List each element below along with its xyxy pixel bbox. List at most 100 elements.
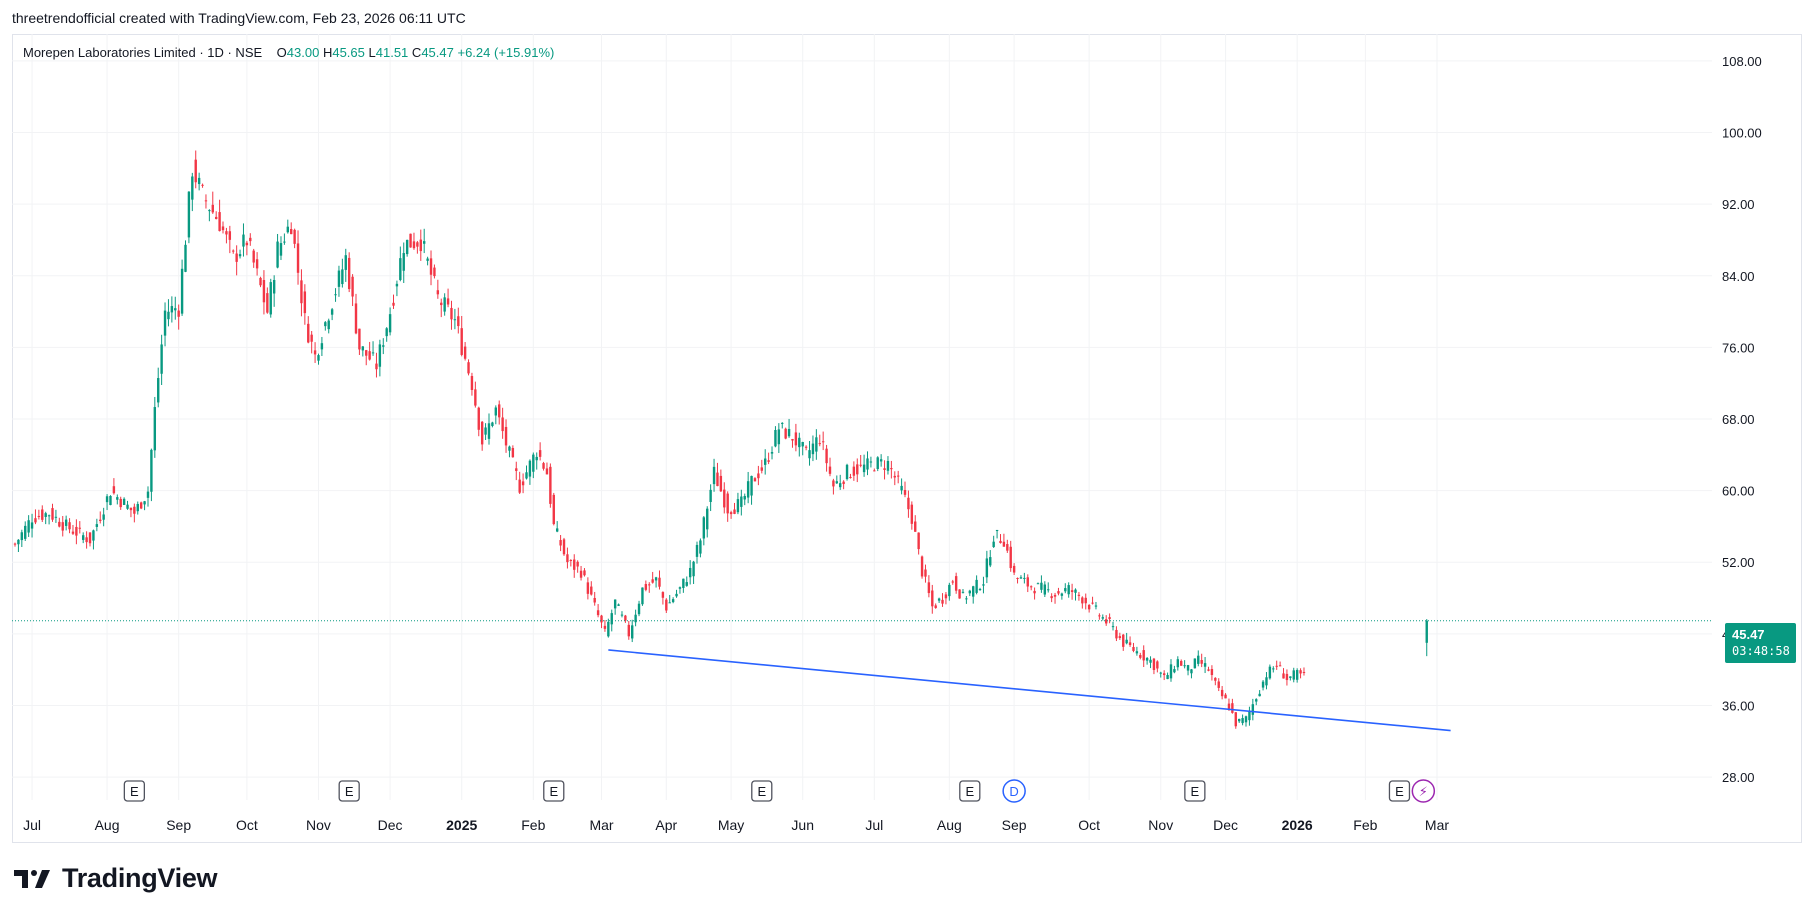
candle-body	[937, 598, 941, 601]
candle-body	[631, 625, 634, 639]
candle-body	[515, 468, 518, 471]
candle-body	[941, 599, 944, 604]
candle-body	[944, 594, 948, 599]
candle-body	[866, 458, 869, 470]
candle-body	[484, 427, 487, 435]
tradingview-logo[interactable]: TradingView	[14, 863, 218, 894]
price-tick-label: 28.00	[1722, 770, 1755, 785]
candle-body	[1186, 665, 1190, 671]
date-tick-label: Jul	[23, 817, 41, 833]
candle-body	[702, 517, 706, 539]
candle-body	[808, 450, 811, 459]
candle-body	[214, 216, 218, 219]
candle-body	[968, 590, 971, 594]
candle-body	[931, 590, 934, 607]
candle-body	[423, 241, 426, 244]
candle-body	[518, 479, 521, 493]
candle-body	[218, 212, 221, 232]
candle-body	[596, 610, 600, 616]
candle-body	[682, 578, 685, 588]
candle-body	[562, 539, 566, 555]
candle-body	[999, 540, 1002, 544]
date-tick-label: Sep	[1002, 817, 1027, 833]
candle-body	[934, 605, 937, 608]
candle-body	[358, 328, 361, 350]
candle-body	[692, 561, 695, 577]
candle-body	[1162, 673, 1166, 676]
date-tick-label: Jul	[865, 817, 883, 833]
candle-body	[351, 276, 354, 297]
candle-body	[712, 466, 716, 485]
candle-body	[528, 460, 532, 477]
earnings-marker-label: E	[345, 784, 354, 799]
attribution-text: threetrendofficial created with TradingV…	[12, 10, 466, 26]
candle-body	[201, 184, 204, 186]
dividend-marker-label: D	[1009, 784, 1018, 799]
candle-body	[385, 328, 388, 337]
candle-body	[627, 624, 630, 637]
trendline-layer	[12, 620, 1712, 732]
candle-body	[470, 376, 474, 390]
candle-body	[480, 421, 484, 445]
candle-body	[68, 522, 71, 530]
candle-body	[1425, 620, 1428, 643]
candle-body	[794, 432, 798, 446]
candle-body	[1166, 674, 1169, 680]
candle-body	[586, 582, 590, 594]
candle-body	[27, 520, 30, 533]
candle-body	[1002, 541, 1006, 547]
bar-countdown: 03:48:58	[1732, 644, 1790, 658]
candle-body	[879, 459, 883, 462]
earnings-marker	[123, 780, 145, 802]
price-tick-label: 68.00	[1722, 412, 1755, 427]
candle-body	[706, 508, 709, 530]
candle-body	[757, 473, 760, 479]
candle-body	[498, 404, 501, 418]
candle-body	[109, 495, 112, 506]
symbol-legend[interactable]: Morepen Laboratories Limited · 1D · NSE …	[23, 45, 554, 60]
date-tick-label: May	[718, 817, 744, 833]
candle-body	[1152, 658, 1156, 671]
candle-body	[678, 587, 682, 589]
candle-body	[818, 443, 821, 445]
candle-body	[1203, 663, 1207, 667]
candle-body	[375, 363, 378, 370]
candle-body	[1053, 594, 1057, 597]
candle-body	[457, 316, 460, 327]
candle-body	[709, 489, 712, 502]
earnings-marker	[338, 780, 360, 802]
date-tick-label: 2025	[446, 817, 477, 833]
candle-body	[17, 539, 20, 545]
candle-body	[1180, 660, 1183, 666]
earnings-marker	[751, 780, 773, 802]
candle-body	[41, 509, 44, 520]
candle-body	[948, 584, 951, 597]
legend-low-label: L	[368, 45, 376, 60]
candle-body	[958, 589, 961, 599]
candle-body	[1105, 619, 1108, 624]
candle-body	[399, 258, 402, 280]
candle-body	[136, 504, 139, 512]
candle-body	[1190, 669, 1193, 674]
candle-body	[75, 526, 78, 536]
candle-body	[436, 290, 440, 295]
candle-body	[825, 448, 828, 464]
candle-body	[78, 527, 81, 529]
legend-change: +6.24 (+15.91%)	[457, 45, 555, 60]
lightning-icon	[1411, 779, 1436, 803]
candle-body	[1302, 671, 1306, 673]
candle-body	[1292, 670, 1295, 680]
axis-layer: 108.00 100.00 92.00 84.00 76.00 68.00 60.00 52.…	[23, 54, 1762, 833]
candle-body	[477, 407, 480, 430]
chart-frame	[12, 34, 1802, 843]
candle-body	[695, 544, 699, 557]
candle-body	[1251, 704, 1255, 715]
candle-body	[760, 467, 763, 471]
candle-body	[341, 269, 344, 285]
candle-body	[446, 298, 450, 305]
candle-body	[1275, 665, 1278, 667]
earnings-marker-label: E	[1395, 784, 1404, 799]
candle-body	[651, 579, 654, 583]
candle-body	[736, 499, 740, 513]
